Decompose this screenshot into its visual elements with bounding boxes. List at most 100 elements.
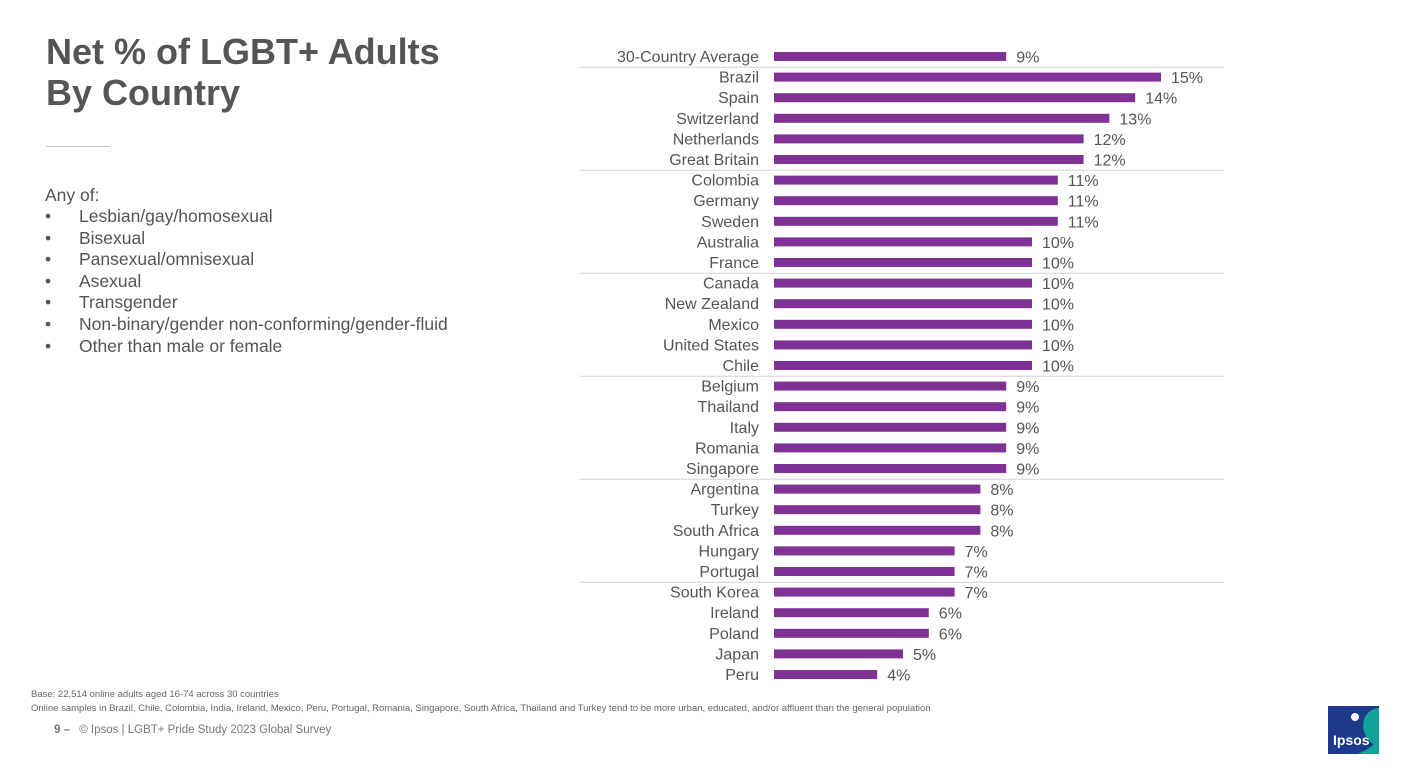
bar: [774, 52, 1007, 61]
category-label: Argentina: [691, 482, 760, 499]
value-label: 11%: [1068, 214, 1099, 231]
title-line-1: Net % of LGBT+ Adults: [46, 31, 440, 72]
bar: [774, 134, 1084, 144]
category-label: South Korea: [670, 585, 759, 602]
value-label: 10%: [1042, 256, 1074, 273]
bar: [774, 72, 1161, 82]
bar: [774, 278, 1032, 288]
category-label: Japan: [715, 646, 759, 663]
value-label: 10%: [1042, 359, 1074, 376]
category-label: Romania: [695, 440, 759, 457]
logo-text: Ipsos: [1333, 732, 1370, 748]
category-label: Chile: [723, 358, 760, 375]
base-footnote: Base: 22,514 online adults aged 16-74 ac…: [31, 689, 279, 700]
bar: [774, 546, 955, 556]
category-label: Great Britain: [669, 152, 759, 169]
category-label: United States: [663, 337, 759, 354]
category-label: Germany: [693, 193, 759, 210]
ipsos-logo: Ipsos: [1328, 706, 1379, 754]
bar: [774, 525, 981, 535]
footer-credit: © Ipsos | LGBT+ Pride Study 2023 Global …: [79, 724, 332, 736]
value-label: 5%: [913, 647, 936, 664]
value-label: 14%: [1145, 91, 1177, 108]
bar: [774, 587, 955, 597]
bar: [774, 670, 878, 679]
bar: [774, 505, 981, 515]
bar: [774, 628, 929, 638]
value-label: 9%: [1016, 462, 1039, 479]
definition-item-text: Asexual: [79, 270, 142, 291]
bar: [774, 196, 1058, 206]
definition-item: • Transgender: [45, 292, 565, 314]
bar: [774, 381, 1007, 391]
value-label: 10%: [1042, 338, 1074, 355]
bullet: •: [45, 249, 52, 270]
value-label: 7%: [965, 544, 988, 561]
category-label: Hungary: [699, 543, 759, 560]
bar: [774, 464, 1007, 473]
bullet: •: [45, 335, 52, 356]
definition-item-text: Lesbian/gay/homosexual: [79, 206, 273, 226]
bar: [774, 484, 981, 494]
bar: [774, 361, 1032, 370]
bullet: •: [45, 292, 52, 313]
definition-item-text: Transgender: [79, 292, 178, 313]
definition-item-text: Other than male or female: [79, 335, 283, 356]
definition-item: • Other than male or female: [45, 336, 565, 358]
value-label: 15%: [1171, 70, 1203, 87]
bullet: •: [45, 270, 52, 291]
category-label: Turkey: [711, 502, 759, 519]
value-label: 11%: [1068, 173, 1099, 190]
bullet: •: [45, 206, 52, 226]
value-label: 12%: [1094, 132, 1126, 149]
slide-title: Net % of LGBT+ Adults By Country: [46, 31, 566, 113]
bar: [774, 299, 1032, 309]
samples-footnote: Online samples in Brazil, Chile, Colombi…: [31, 703, 931, 714]
category-label: Australia: [697, 234, 759, 251]
category-label: Poland: [709, 626, 759, 643]
definition-item-text: Non-binary/gender non-conforming/gender-…: [79, 313, 448, 334]
title-line-2: By Country: [46, 72, 241, 113]
bullet: •: [45, 227, 52, 248]
value-label: 6%: [939, 606, 962, 623]
value-label: 9%: [1016, 420, 1039, 437]
category-label: Brazil: [719, 70, 759, 87]
category-label: Canada: [703, 276, 759, 293]
category-label: Colombia: [691, 173, 759, 190]
category-label: France: [709, 255, 759, 272]
value-label: 7%: [965, 565, 988, 582]
category-label: Portugal: [699, 564, 759, 581]
value-label: 8%: [990, 482, 1013, 499]
country-bar-chart: 30-Country Average 9% Brazil 15% Spain 14% Swi…: [580, 49, 1224, 685]
definition-list: • Lesbian/gay/homosexual • Bisexual • Panse…: [45, 206, 565, 357]
bar: [774, 237, 1032, 247]
value-label: 11%: [1068, 194, 1099, 211]
category-label: Sweden: [701, 214, 759, 231]
slide-footer: 9 – © Ipsos | LGBT+ Pride Study 2023 Glo…: [54, 724, 331, 736]
definition-item: • Non-binary/gender non-conforming/gender…: [45, 314, 565, 336]
category-label: Mexico: [708, 317, 759, 334]
value-label: 4%: [887, 668, 910, 685]
bar: [774, 258, 1032, 267]
category-label: Spain: [718, 90, 759, 107]
bar: [774, 175, 1058, 185]
definition-item: • Lesbian/gay/homosexual: [45, 206, 565, 228]
definition-intro: Any of:: [45, 185, 100, 205]
definition-block: Any of: • Lesbian/gay/homosexual • Bisexua…: [45, 184, 565, 357]
bar: [774, 319, 1032, 329]
category-label: Italy: [730, 420, 759, 437]
category-label: Ireland: [710, 605, 759, 622]
category-label: Belgium: [701, 379, 759, 396]
bar: [774, 649, 903, 659]
definition-item: • Pansexual/omnisexual: [45, 249, 565, 271]
logo-swoosh: [1363, 708, 1379, 746]
category-label: Switzerland: [676, 111, 759, 128]
title-divider: [46, 146, 110, 147]
category-label: Netherlands: [673, 131, 759, 148]
value-label: 6%: [939, 626, 962, 643]
value-label: 10%: [1042, 317, 1074, 334]
definition-item-text: Pansexual/omnisexual: [79, 249, 255, 270]
value-label: 9%: [1016, 379, 1039, 396]
bar: [774, 216, 1058, 226]
value-label: 12%: [1094, 153, 1126, 170]
